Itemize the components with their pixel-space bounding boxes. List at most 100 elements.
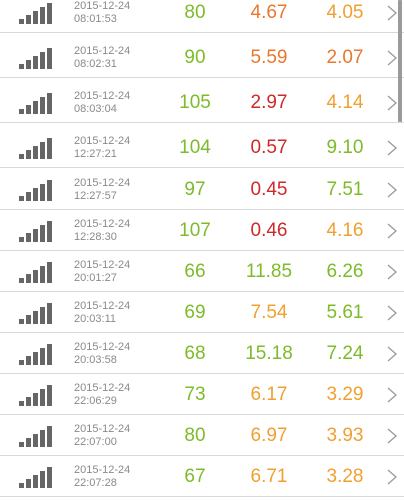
signal-bar bbox=[26, 105, 31, 114]
signal-bar bbox=[26, 397, 31, 406]
signal-bar bbox=[47, 426, 52, 447]
signal-strength-icon bbox=[19, 220, 54, 242]
ping-value: 97 bbox=[184, 179, 206, 200]
signal-bar bbox=[47, 3, 52, 24]
chevron-right-icon[interactable] bbox=[385, 50, 399, 66]
chevron-right-icon[interactable] bbox=[385, 95, 399, 111]
result-date: 2015-12-24 bbox=[74, 341, 131, 353]
result-row[interactable]: 2015-12-24 12:27:57 97 0.45 7.51 bbox=[0, 170, 404, 210]
signal-bar bbox=[19, 237, 24, 242]
signal-bar bbox=[33, 434, 38, 447]
result-row[interactable]: 2015-12-24 22:07:28 67 6.71 3.28 bbox=[0, 457, 404, 497]
result-time: 08:02:31 bbox=[74, 58, 117, 70]
signal-bar bbox=[26, 274, 31, 283]
upload-value: 2.07 bbox=[326, 47, 364, 68]
ping-value: 68 bbox=[184, 343, 206, 364]
signal-bar bbox=[33, 56, 38, 69]
signal-bar bbox=[40, 52, 45, 69]
chevron-right-icon[interactable] bbox=[385, 469, 399, 485]
signal-bar bbox=[19, 19, 24, 24]
result-row[interactable]: 2015-12-24 08:03:04 105 2.97 4.14 bbox=[0, 83, 404, 123]
ping-value: 90 bbox=[184, 47, 206, 68]
timestamp: 2015-12-24 08:02:31 bbox=[74, 45, 130, 71]
timestamp: 2015-12-24 12:28:30 bbox=[74, 218, 130, 244]
upload-value: 6.26 bbox=[326, 261, 364, 282]
signal-bar bbox=[40, 430, 45, 447]
result-row[interactable]: 2015-12-24 20:03:58 68 15.18 7.24 bbox=[0, 334, 404, 374]
signal-strength-icon bbox=[19, 47, 54, 69]
signal-bar bbox=[47, 344, 52, 365]
chevron-right-icon[interactable] bbox=[385, 428, 399, 444]
result-date: 2015-12-24 bbox=[74, 218, 131, 230]
result-time: 12:27:57 bbox=[74, 190, 117, 202]
chevron-right-icon[interactable] bbox=[385, 182, 399, 198]
download-value: 6.17 bbox=[250, 384, 288, 405]
result-date: 2015-12-24 bbox=[74, 464, 131, 476]
upload-value: 7.51 bbox=[326, 179, 364, 200]
signal-bar bbox=[47, 385, 52, 406]
upload-value: 4.16 bbox=[326, 220, 364, 241]
result-time: 20:01:27 bbox=[74, 272, 117, 284]
signal-strength-icon bbox=[19, 302, 54, 324]
chevron-right-icon[interactable] bbox=[385, 387, 399, 403]
timestamp: 2015-12-24 22:06:29 bbox=[74, 382, 130, 408]
signal-bar bbox=[40, 307, 45, 324]
result-row[interactable]: 2015-12-24 22:06:29 73 6.17 3.29 bbox=[0, 375, 404, 415]
signal-bar bbox=[47, 262, 52, 283]
signal-bar bbox=[19, 483, 24, 488]
ping-value: 80 bbox=[184, 425, 206, 446]
signal-bar bbox=[26, 192, 31, 201]
download-value: 5.59 bbox=[250, 47, 288, 68]
chevron-right-icon[interactable] bbox=[385, 346, 399, 362]
chevron-right-icon[interactable] bbox=[385, 223, 399, 239]
timestamp: 2015-12-24 20:03:11 bbox=[74, 300, 130, 326]
chevron-right-icon[interactable] bbox=[385, 264, 399, 280]
timestamp: 2015-12-24 22:07:00 bbox=[74, 423, 130, 449]
download-value: 4.67 bbox=[250, 2, 288, 23]
download-value: 0.45 bbox=[250, 179, 288, 200]
result-row[interactable]: 2015-12-24 20:03:11 69 7.54 5.61 bbox=[0, 293, 404, 333]
ping-value: 80 bbox=[184, 2, 206, 23]
result-row[interactable]: 2015-12-24 08:02:31 90 5.59 2.07 bbox=[0, 38, 404, 78]
signal-bar bbox=[40, 225, 45, 242]
signal-bar bbox=[33, 352, 38, 365]
download-value: 15.18 bbox=[245, 343, 293, 364]
timestamp: 2015-12-24 20:01:27 bbox=[74, 259, 130, 285]
signal-bar bbox=[33, 393, 38, 406]
signal-bar bbox=[33, 11, 38, 24]
signal-bar bbox=[33, 146, 38, 159]
ping-value: 104 bbox=[179, 137, 211, 158]
scrollbar[interactable] bbox=[398, 0, 402, 122]
upload-value: 3.28 bbox=[326, 466, 364, 487]
result-time: 12:28:30 bbox=[74, 231, 117, 243]
ping-value: 67 bbox=[184, 466, 206, 487]
timestamp: 2015-12-24 12:27:57 bbox=[74, 177, 130, 203]
signal-bar bbox=[26, 479, 31, 488]
timestamp: 2015-12-24 20:03:58 bbox=[74, 341, 130, 367]
chevron-right-icon[interactable] bbox=[385, 5, 399, 21]
result-time: 08:03:04 bbox=[74, 103, 117, 115]
result-date: 2015-12-24 bbox=[74, 0, 131, 12]
result-row[interactable]: 2015-12-24 12:27:21 104 0.57 9.10 bbox=[0, 128, 404, 168]
result-time: 20:03:58 bbox=[74, 354, 117, 366]
download-value: 0.46 bbox=[250, 220, 288, 241]
result-row[interactable]: 2015-12-24 12:28:30 107 0.46 4.16 bbox=[0, 211, 404, 251]
signal-bar bbox=[33, 229, 38, 242]
upload-value: 9.10 bbox=[326, 137, 364, 158]
chevron-right-icon[interactable] bbox=[385, 305, 399, 321]
timestamp: 2015-12-24 08:03:04 bbox=[74, 90, 130, 116]
signal-bar bbox=[47, 221, 52, 242]
result-date: 2015-12-24 bbox=[74, 45, 131, 57]
ping-value: 105 bbox=[179, 92, 211, 113]
result-row[interactable]: 2015-12-24 22:07:00 80 6.97 3.93 bbox=[0, 416, 404, 456]
chevron-right-icon[interactable] bbox=[385, 140, 399, 156]
ping-value: 107 bbox=[179, 220, 211, 241]
result-row[interactable]: 2015-12-24 08:01:53 80 4.67 4.05 bbox=[0, 0, 404, 33]
result-date: 2015-12-24 bbox=[74, 90, 131, 102]
signal-bar bbox=[40, 142, 45, 159]
result-row[interactable]: 2015-12-24 20:01:27 66 11.85 6.26 bbox=[0, 252, 404, 292]
signal-bar bbox=[19, 154, 24, 159]
timestamp: 2015-12-24 08:01:53 bbox=[74, 0, 130, 26]
signal-bar bbox=[33, 270, 38, 283]
